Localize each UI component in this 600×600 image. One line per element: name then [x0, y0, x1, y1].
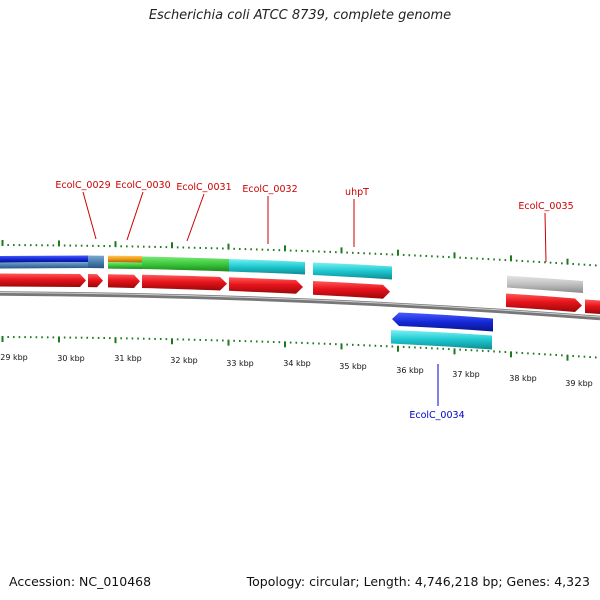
- feature-block: [391, 330, 492, 350]
- gene-labels: EcolC_0029 EcolC_0030 EcolC_0031 EcolC_0…: [55, 180, 573, 421]
- cds-arrow: [108, 274, 140, 288]
- scale-label: 29 kbp: [0, 353, 28, 362]
- scale-label: 32 kbp: [170, 356, 198, 365]
- feature-block: [108, 255, 142, 263]
- outer-scale-ticks: [1, 240, 597, 267]
- label-leader-line: [544, 212, 547, 263]
- gene-label-ecolc-0030: EcolC_0030: [115, 180, 170, 191]
- gene-label-ecolc-0032: EcolC_0032: [242, 184, 297, 195]
- cds-arrow: [585, 299, 600, 314]
- cds-arrow: [506, 293, 582, 312]
- scale-label: 38 kbp: [509, 374, 537, 383]
- scale-label: 37 kbp: [452, 370, 480, 379]
- map-title: Escherichia coli ATCC 8739, complete gen…: [148, 8, 452, 23]
- scale-label: 30 kbp: [57, 354, 85, 363]
- gene-label-ecolc-0034: EcolC_0034: [409, 410, 464, 421]
- label-leader-line: [186, 193, 205, 242]
- label-leader-line: [126, 191, 144, 241]
- gene-label-ecolc-0029: EcolC_0029: [55, 180, 110, 191]
- scale-label: 36 kbp: [396, 366, 424, 375]
- scale-label: 33 kbp: [226, 359, 254, 368]
- feature-block: [142, 256, 229, 272]
- cds-arrow-reverse: [392, 312, 493, 332]
- scale-label: 39 kbp: [565, 379, 593, 388]
- inner-scale-ticks: [1, 336, 597, 361]
- gene-label-uhpt: uhpT: [345, 187, 369, 198]
- label-leader-lines: [82, 191, 547, 406]
- genome-backbone-highlight: [0, 292, 600, 318]
- gene-label-ecolc-0031: EcolC_0031: [176, 182, 231, 193]
- gene-label-ecolc-0035: EcolC_0035: [518, 201, 573, 212]
- accession-text: Accession: NC_010468: [9, 574, 152, 589]
- cds-arrow: [88, 274, 103, 288]
- genome-summary-text: Topology: circular; Length: 4,746,218 bp…: [246, 574, 590, 589]
- feature-block: [507, 275, 583, 293]
- cds-arrow: [0, 273, 86, 287]
- feature-block: [229, 259, 305, 275]
- feature-block: [0, 262, 88, 269]
- feature-block: [313, 262, 392, 280]
- feature-block: [0, 255, 88, 263]
- scale-label: 31 kbp: [114, 354, 142, 363]
- scale-label: 35 kbp: [339, 362, 367, 371]
- scale-labels: 29 kbp 30 kbp 31 kbp 32 kbp 33 kbp 34 kb…: [0, 353, 593, 388]
- genome-backbone: [0, 291, 600, 321]
- feature-block: [88, 255, 104, 269]
- cds-arrow: [142, 274, 227, 291]
- cds-arrow: [313, 281, 390, 299]
- label-leader-line: [82, 191, 97, 240]
- cds-arrow: [229, 277, 303, 294]
- scale-label: 34 kbp: [283, 359, 311, 368]
- feature-block: [108, 262, 142, 269]
